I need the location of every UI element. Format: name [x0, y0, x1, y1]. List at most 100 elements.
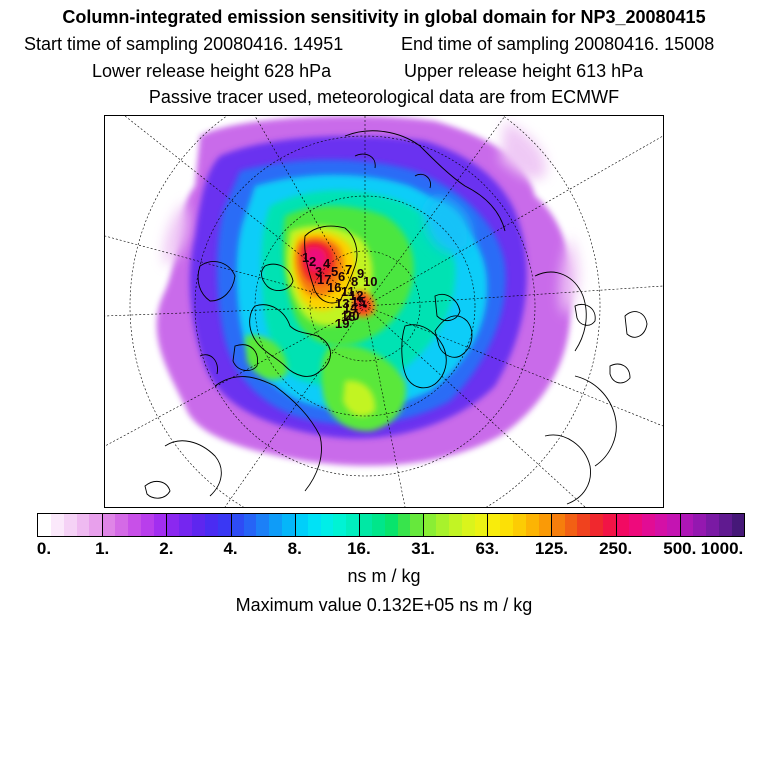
colorbar — [37, 513, 745, 537]
colorbar-cell — [615, 514, 629, 536]
colorbar-separator — [551, 514, 553, 536]
colorbar-tick-label: 250. — [599, 539, 633, 558]
colorbar-cell — [166, 514, 180, 536]
colorbar-cell — [513, 514, 527, 536]
colorbar-tick-label: 4. — [223, 539, 238, 558]
release-label: 20 — [345, 308, 359, 323]
coast-north-america — [164, 354, 322, 497]
meridian-6 — [364, 285, 663, 307]
release-label: 8 — [351, 274, 358, 289]
colorbar-unit: ns m / kg — [347, 566, 421, 586]
release-label: 17 — [317, 272, 331, 287]
colorbar-cell — [526, 514, 539, 536]
colorbar-cell — [140, 514, 154, 536]
colorbar-separator — [487, 514, 489, 536]
colorbar-cell — [230, 514, 244, 536]
colorbar-cell — [153, 514, 167, 536]
colorbar-tick-label: 0. — [36, 539, 52, 558]
start-sampling-text: Start time of sampling 20080416. 14951 — [24, 34, 344, 54]
meridian-5 — [364, 135, 663, 307]
colorbar-cell — [423, 514, 437, 536]
sensitivity-field — [156, 116, 580, 466]
colorbar-separator — [102, 514, 104, 536]
colorbar-cell — [204, 514, 218, 536]
maximum-value-text: Maximum value 0.132E+05 ns m / kg — [235, 595, 533, 615]
colorbar-separator — [230, 514, 232, 536]
colorbar-cell — [63, 514, 77, 536]
colorbar-cell — [89, 514, 103, 536]
meridian-12 — [105, 305, 366, 317]
meridian-13 — [105, 235, 366, 307]
plot-title-text: Column-integrated emission sensitivity i… — [62, 7, 706, 27]
colorbar-cell — [179, 514, 193, 536]
colorbar-cell — [346, 514, 360, 536]
colorbar-cell — [500, 514, 514, 536]
meridian-4 — [364, 116, 506, 307]
colorbar-cell — [333, 514, 347, 536]
coast-canada-arctic — [249, 263, 331, 377]
colorbar-cell — [449, 514, 462, 536]
release-label: 14 — [343, 300, 358, 315]
colorbar-cell — [256, 514, 270, 536]
meridian-10 — [224, 305, 366, 507]
colorbar-cell — [127, 514, 141, 536]
coast-asia-east — [534, 271, 596, 352]
latitude-circle-50 — [129, 116, 601, 507]
release-label: 18 — [341, 309, 355, 324]
release-label: 9 — [357, 266, 364, 281]
meridian-2 — [254, 116, 366, 307]
coast-japan — [609, 311, 648, 384]
colorbar-cell — [320, 514, 334, 536]
colorbar-cell — [217, 514, 231, 536]
colorbar-cell — [641, 514, 655, 536]
colorbar-cell — [603, 514, 616, 536]
colorbar-cell — [38, 514, 51, 536]
release-label: 16 — [327, 280, 341, 295]
lower-release-text: Lower release height 628 hPa — [92, 61, 332, 81]
release-label: 4 — [323, 256, 331, 271]
coast-west-europe-africa — [544, 375, 617, 505]
colorbar-cell — [654, 514, 668, 536]
release-label: 11 — [341, 284, 355, 299]
release-label: 3 — [315, 264, 322, 279]
release-label: 10 — [363, 274, 377, 289]
colorbar-tick-label: 1. — [95, 539, 110, 558]
coast-scandinavia — [434, 315, 473, 358]
colorbar-cell — [76, 514, 90, 536]
colorbar-cell — [50, 514, 64, 536]
release-label: 15 — [351, 294, 365, 309]
colorbar-cell — [192, 514, 205, 536]
colorbar-separator — [423, 514, 425, 536]
colorbar-tick-label: 31. — [411, 539, 435, 558]
colorbar-tick-label: 125. — [534, 539, 568, 558]
colorbar-tick-label: 1000. — [700, 539, 744, 558]
colorbar-cell — [628, 514, 642, 536]
plot-title: Column-integrated emission sensitivity i… — [0, 6, 768, 28]
coast-hudson-bay — [232, 344, 258, 372]
colorbar-cell — [294, 514, 308, 536]
colorbar-cell — [243, 514, 257, 536]
end-sampling-text: End time of sampling 20080416. 15008 — [401, 34, 715, 54]
release-label: 1 — [302, 250, 309, 265]
map-frame: 1 2 3 4 5 6 7 8 9 10 11 12 13 14 15 16 17 18 19 20 — [104, 115, 664, 508]
coastlines — [144, 130, 648, 505]
meridian-1 — [124, 116, 366, 307]
colorbar-cell — [371, 514, 385, 536]
latitude-circle-80 — [309, 250, 421, 362]
colorbar-cell — [551, 514, 565, 536]
colorbar-cell — [102, 514, 116, 536]
coast-islands-sw — [144, 480, 171, 499]
coast-europe — [401, 293, 461, 389]
colorbar-tick-label: 500. — [663, 539, 697, 558]
colorbar-cell — [731, 514, 745, 536]
colorbar-tick-label: 8. — [287, 539, 302, 558]
coast-greenland — [304, 225, 358, 304]
release-label: 19 — [335, 316, 349, 331]
colorbar-cell — [359, 514, 372, 536]
upper-release-text: Upper release height 613 hPa — [404, 61, 644, 81]
colorbar-cell — [564, 514, 578, 536]
colorbar-separator — [679, 514, 681, 536]
colorbar-cell — [474, 514, 488, 536]
colorbar-cell — [307, 514, 321, 536]
